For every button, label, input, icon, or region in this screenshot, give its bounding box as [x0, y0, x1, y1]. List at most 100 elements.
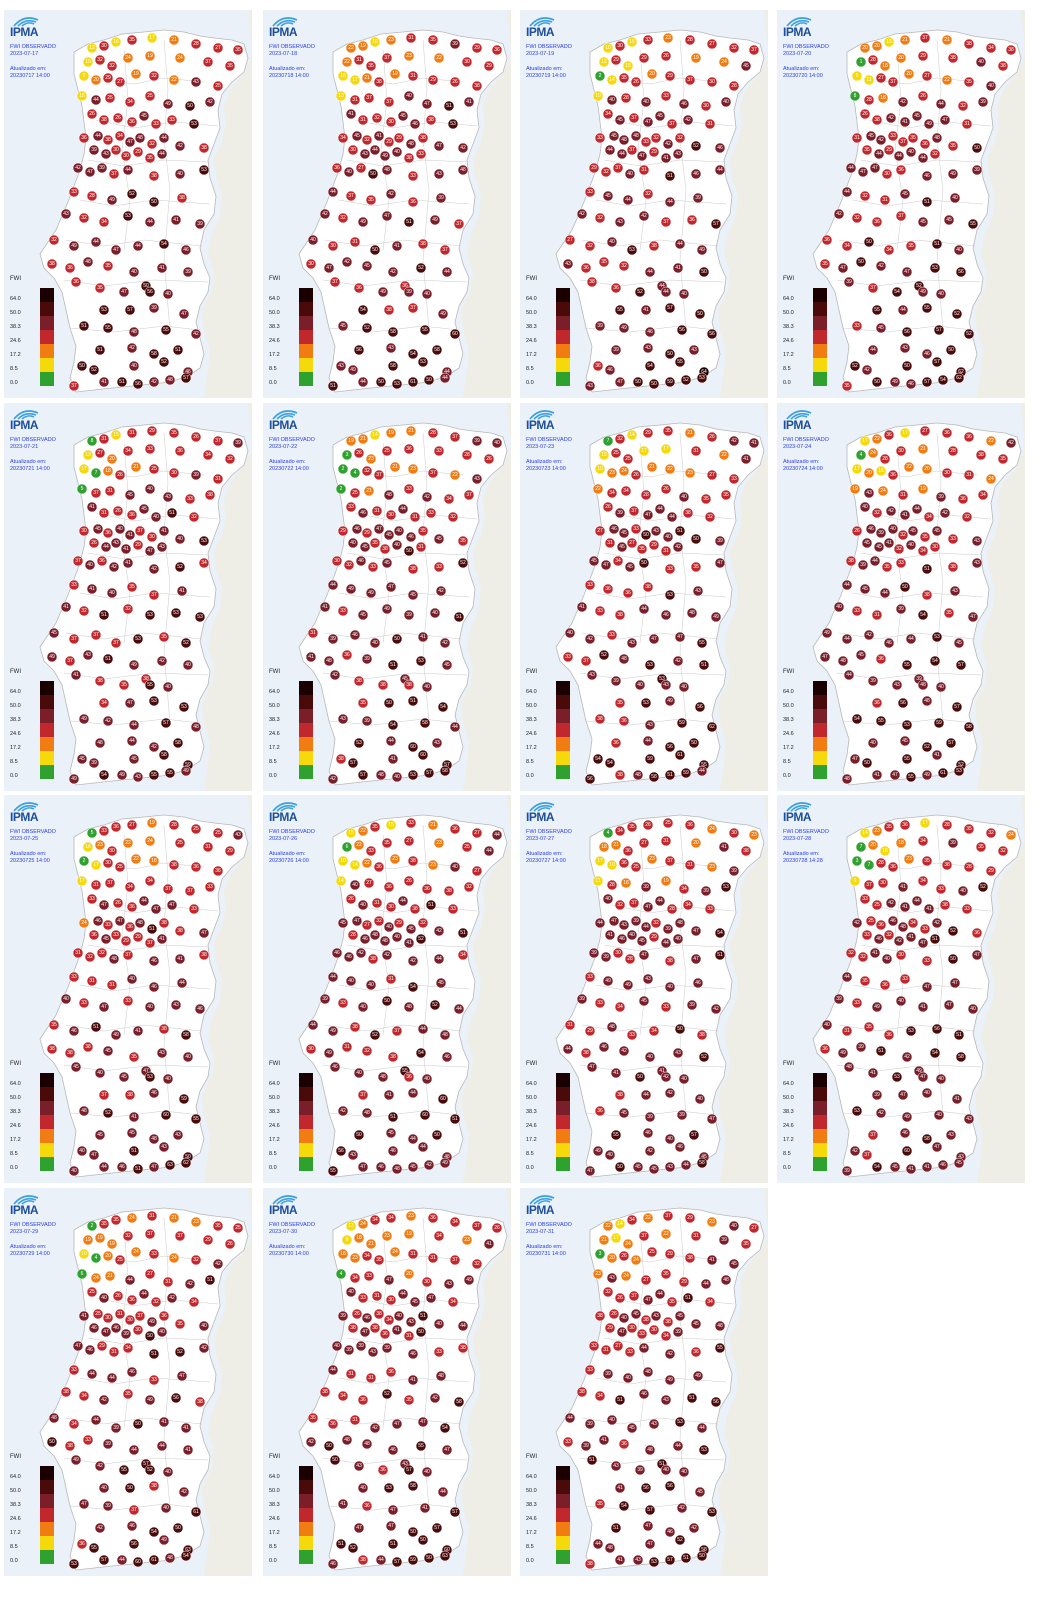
station-marker: 41 — [383, 1089, 395, 1101]
station-dot — [955, 266, 967, 278]
station-marker: 35 — [626, 821, 638, 833]
station-marker: 44 — [483, 845, 495, 857]
station-marker: 44 — [369, 144, 381, 156]
station-dot — [383, 136, 395, 148]
station-dot — [692, 192, 704, 204]
station-dot — [377, 679, 389, 691]
station-value: 33 — [565, 654, 571, 660]
station-marker: 54 — [891, 286, 903, 298]
station-value: 33 — [854, 608, 860, 614]
legend-swatch — [813, 681, 827, 695]
station-marker: 37 — [628, 897, 640, 909]
spain-region — [718, 10, 768, 398]
station-value: 44 — [882, 590, 888, 596]
station-value: 40 — [372, 640, 378, 646]
station-marker: 44 — [640, 1089, 652, 1101]
legend-tick-label: 0.0 — [526, 1165, 534, 1171]
station-marker: 44 — [911, 503, 923, 515]
station-marker: 41 — [899, 509, 911, 521]
station-marker: 47 — [373, 523, 385, 535]
station-marker: 36 — [686, 214, 698, 226]
station-marker: 57 — [180, 372, 192, 384]
station-dot — [359, 933, 371, 945]
station-value: 39 — [679, 1112, 685, 1118]
station-marker: 25 — [662, 817, 674, 829]
legend-tick-label: 17.2 — [526, 745, 537, 751]
station-marker: 33 — [630, 523, 642, 535]
station-dot — [917, 216, 929, 228]
station-marker: 47 — [849, 753, 861, 765]
station-value: 50 — [651, 381, 657, 387]
district-border — [585, 718, 717, 726]
station-marker: 38 — [845, 555, 857, 567]
station-dot — [971, 142, 983, 154]
station-value: 52 — [683, 377, 689, 383]
station-marker: 33 — [859, 893, 871, 905]
station-marker: 28 — [190, 38, 202, 50]
station-value: 26 — [920, 93, 926, 99]
station-dot — [425, 507, 437, 519]
station-value: 50 — [667, 351, 673, 357]
station-dot — [660, 875, 672, 887]
station-marker: 41 — [672, 262, 684, 274]
station-dot — [457, 927, 469, 939]
station-dot — [867, 1129, 879, 1141]
station-dot — [899, 342, 911, 354]
station-value: 42 — [675, 544, 681, 550]
station-value: 45 — [131, 756, 137, 762]
station-dot — [897, 921, 909, 933]
station-value: 41 — [872, 950, 878, 956]
station-marker: 34 — [198, 557, 210, 569]
station-value: 30 — [350, 147, 356, 153]
station-dot — [421, 681, 433, 693]
legend-tick-label: 0.0 — [269, 1165, 277, 1171]
station-dot — [622, 60, 634, 72]
station-value: 33 — [153, 121, 159, 127]
station-dot — [895, 52, 907, 64]
station-dot — [114, 130, 126, 142]
station-dot — [110, 244, 122, 256]
station-marker: 27 — [594, 525, 606, 537]
station-marker: 42 — [148, 741, 160, 753]
station-value: 56 — [904, 329, 910, 335]
station-value: 47 — [860, 169, 866, 175]
station-value: 36 — [406, 1074, 412, 1080]
station-marker: 30 — [146, 531, 158, 543]
station-dot — [391, 931, 403, 943]
station-dot — [638, 603, 650, 615]
fwi-legend: FWI 64.0 50.0 38.3 24.6 17.2 8.5 0.0 — [269, 276, 319, 391]
station-value: 42 — [663, 1074, 669, 1080]
station-value: 36 — [974, 930, 980, 936]
station-value: 46 — [663, 612, 669, 618]
station-marker: 41 — [174, 953, 186, 965]
station-value: 41 — [934, 752, 940, 758]
station-marker: 42 — [387, 266, 399, 278]
station-value: 31 — [663, 838, 669, 844]
station-marker: 7 — [855, 841, 867, 853]
station-dot — [369, 429, 381, 441]
station-dot — [851, 917, 863, 929]
station-value: 31 — [310, 630, 316, 636]
station-marker: 61 — [407, 376, 419, 388]
station-value: 38 — [617, 1092, 623, 1098]
station-marker: 46 — [690, 168, 702, 180]
station-marker: 45 — [899, 735, 911, 747]
station-marker: 33 — [68, 579, 80, 591]
station-marker: 20 — [895, 52, 907, 64]
station-marker: 36 — [895, 164, 907, 176]
station-value: 31 — [844, 1028, 850, 1034]
station-value: 9 — [83, 73, 86, 79]
station-value: 58 — [422, 720, 428, 726]
station-marker: 46 — [359, 933, 371, 945]
station-dot — [869, 555, 881, 567]
station-value: 49 — [49, 654, 55, 660]
station-marker: 47 — [690, 925, 702, 937]
station-marker: 45 — [124, 489, 136, 501]
station-value: 40 — [665, 534, 671, 540]
station-dot — [198, 927, 210, 939]
station-value: 15 — [601, 452, 607, 458]
station-value: 26 — [115, 900, 121, 906]
station-value: 42 — [384, 952, 390, 958]
station-marker: 42 — [682, 114, 694, 126]
legend-tick-label: 24.6 — [269, 1123, 280, 1129]
